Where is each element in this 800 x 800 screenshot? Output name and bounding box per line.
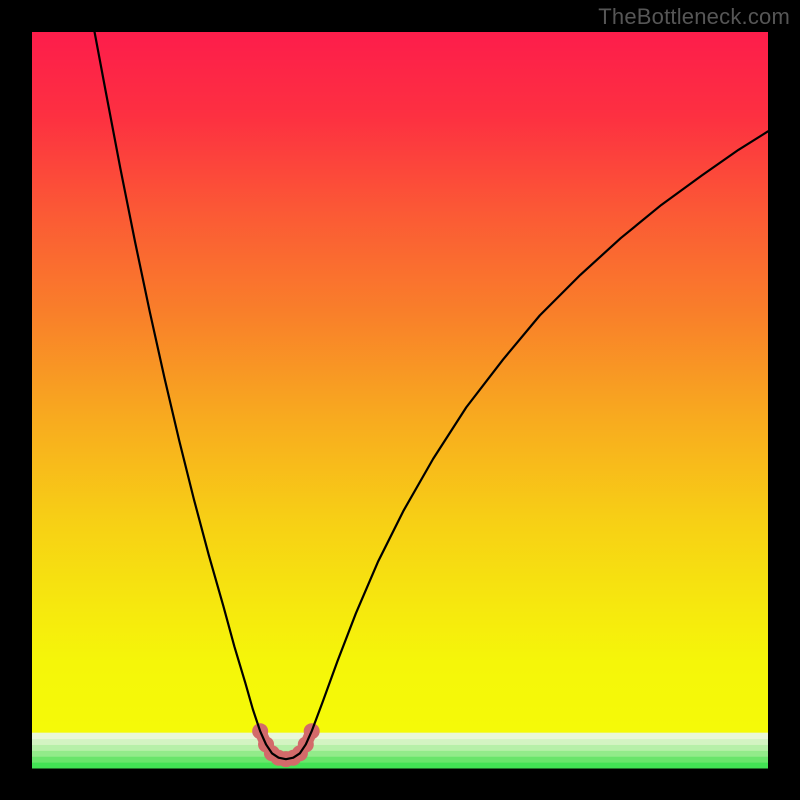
watermark-text: TheBottleneck.com — [598, 4, 790, 30]
bottleneck-curve-chart — [0, 0, 800, 800]
chart-stage: TheBottleneck.com — [0, 0, 800, 800]
